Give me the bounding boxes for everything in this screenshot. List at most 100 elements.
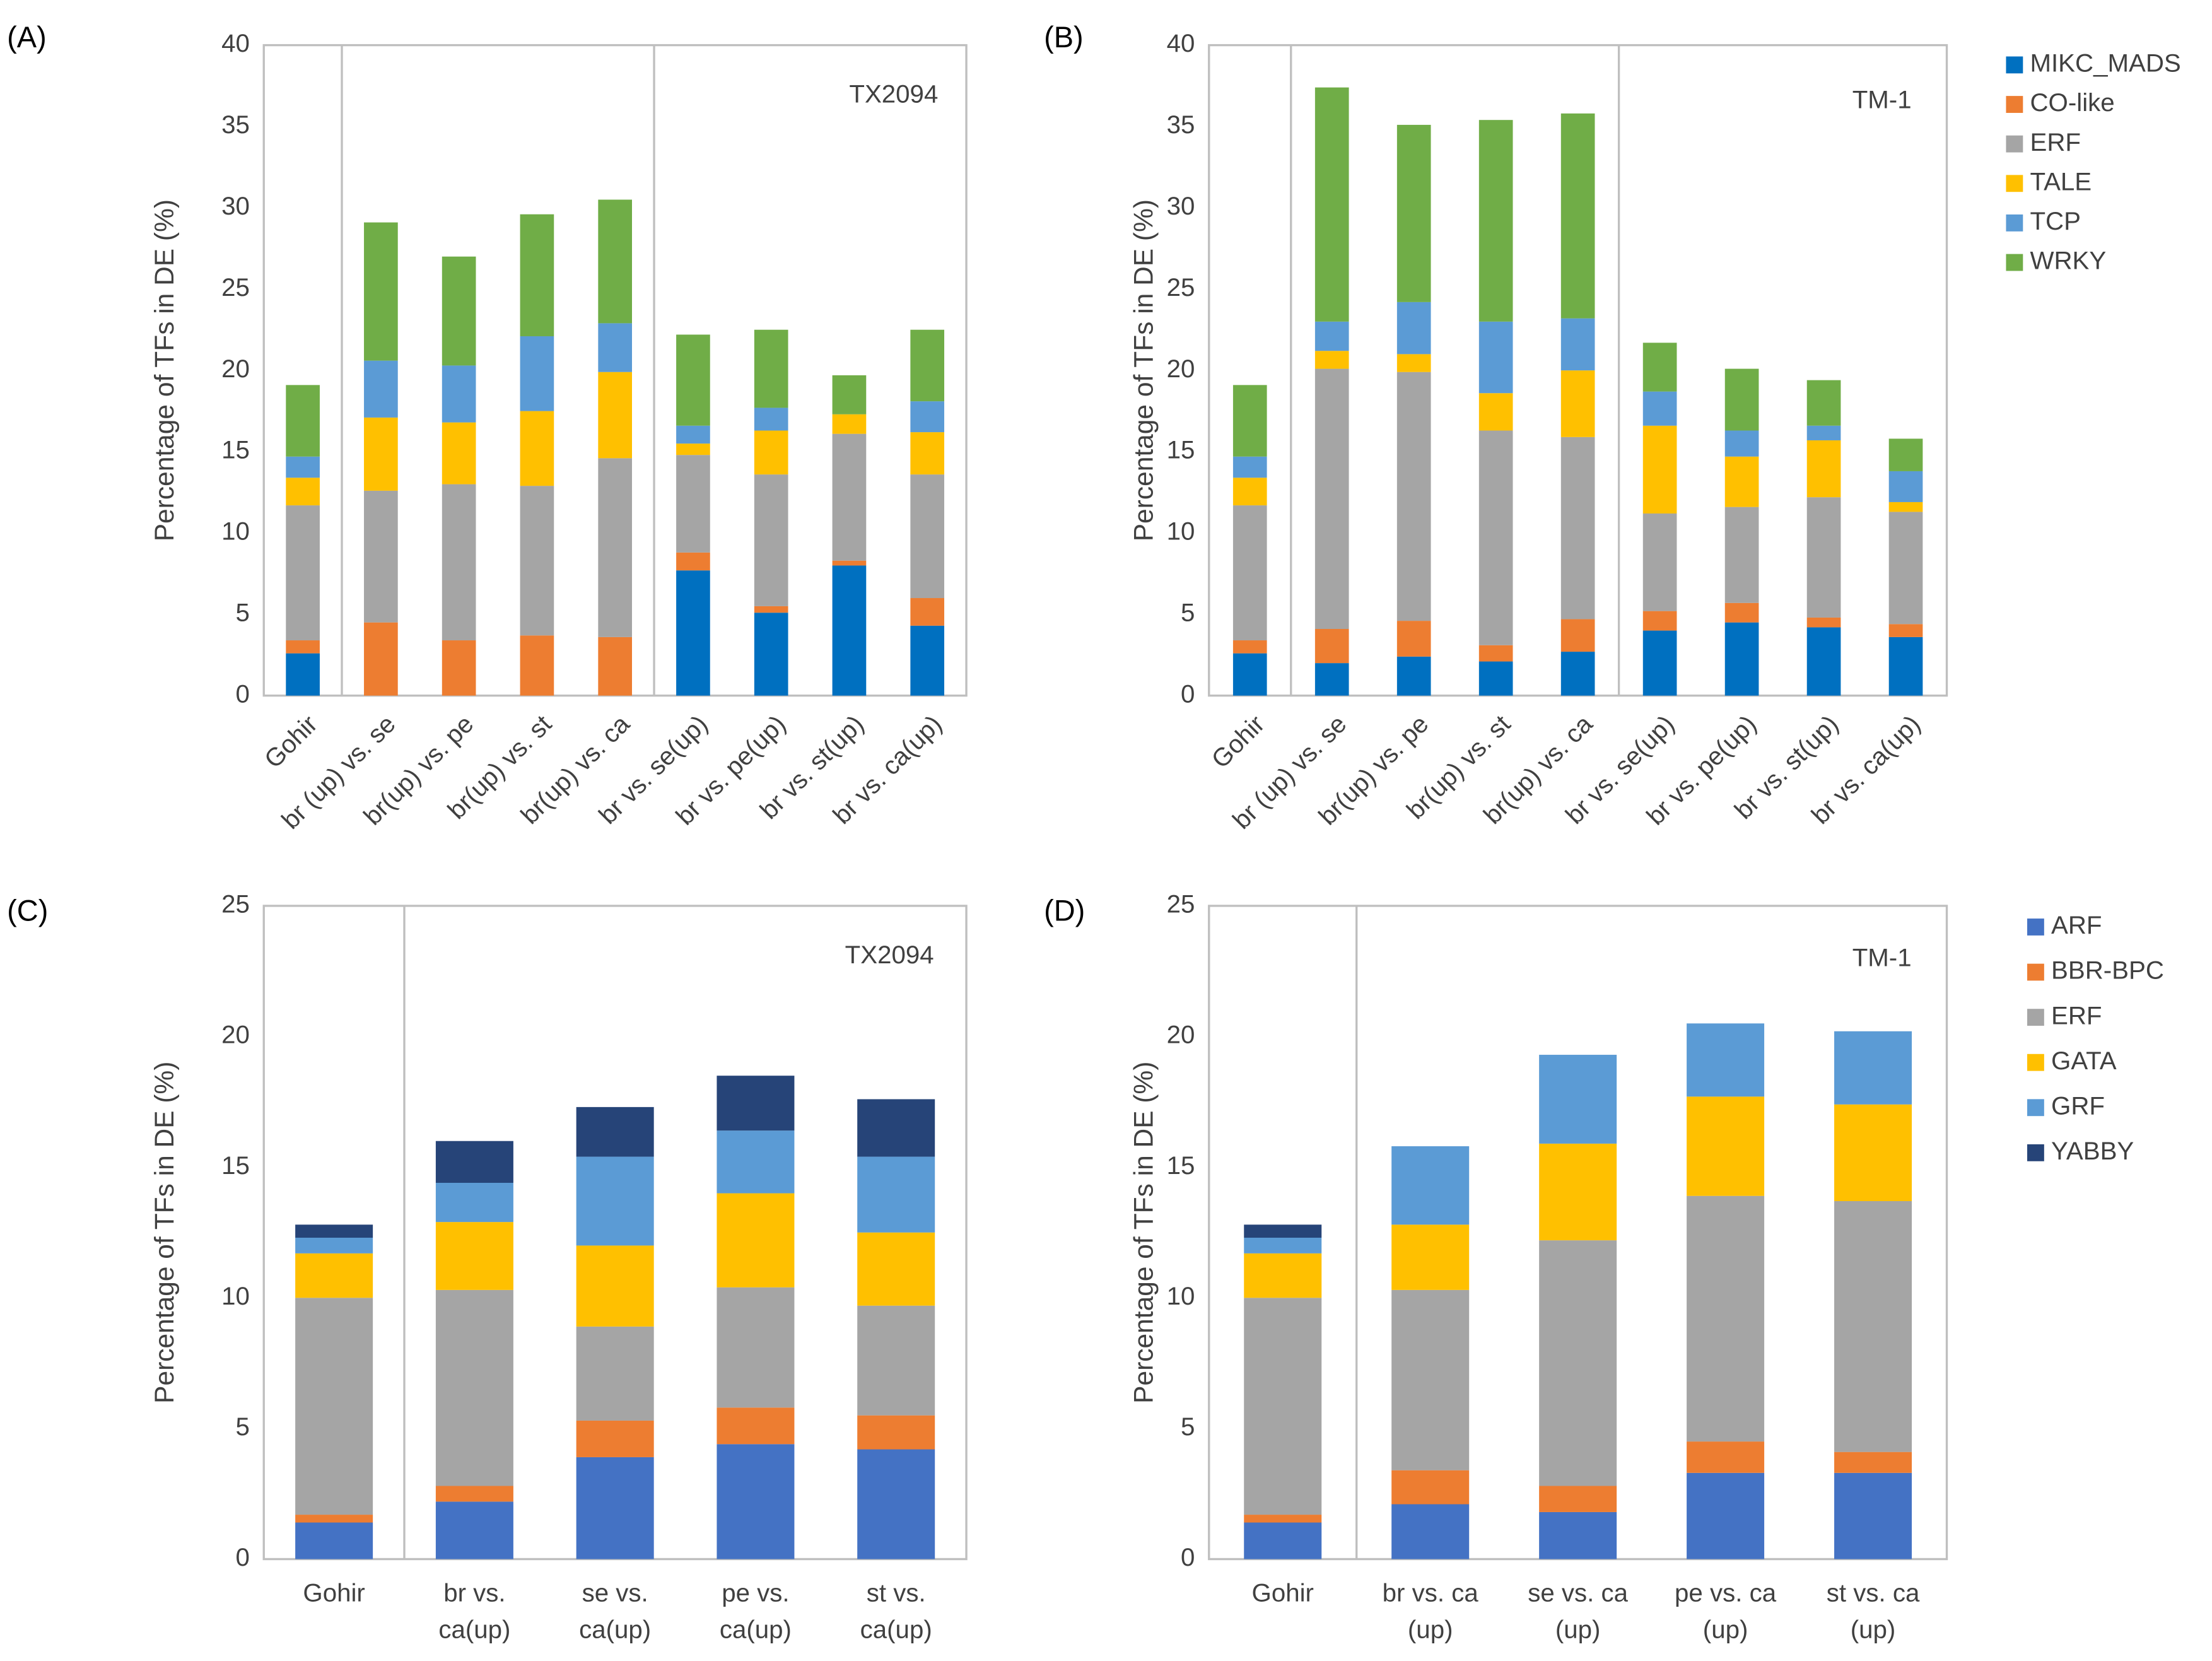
bar-segment [295,1515,373,1523]
bar-segment [754,606,788,613]
bar-segment [676,334,710,426]
y-tick-label: 15 [1167,1151,1195,1180]
bar-segment [1687,1096,1765,1196]
y-tick-label: 10 [1167,1282,1195,1310]
annotation: TM-1 [1852,86,1912,114]
y-tick-label: 20 [1167,1021,1195,1049]
bar-segment [1244,1298,1322,1515]
y-tick-label: 35 [221,110,250,139]
legend-label: TCP [2030,207,2081,235]
bar-segment [857,1156,935,1233]
legend-swatch [2027,1009,2044,1026]
bar-segment [1642,425,1677,514]
bar-segment [442,256,476,366]
bar-segment [1478,393,1513,431]
bar-segment [1888,502,1923,512]
legend-label: CO-like [2030,88,2114,117]
bar-segment [295,1522,373,1559]
bar-segment [576,1457,654,1559]
bar-segment [1391,1146,1470,1225]
annotation: TM-1 [1852,944,1912,972]
bar-segment [832,560,867,566]
bar-segment [1642,630,1677,696]
bar-segment [1560,113,1595,319]
bar-segment [1314,368,1349,629]
bar-segment [857,1099,935,1157]
bar-segment [754,408,788,431]
legend-label: ERF [2051,1001,2102,1030]
bar-segment [1642,513,1677,611]
x-tick-label: pe vs. ca(up) [720,1578,792,1643]
bar-segment [1244,1253,1322,1298]
bar-segment [1396,621,1431,657]
y-tick-label: 30 [1167,192,1195,220]
bar-segment [1478,430,1513,645]
y-tick-label: 25 [221,890,250,919]
bar-segment [1539,1486,1617,1512]
bar-segment [1888,624,1923,637]
bar-segment [1244,1515,1322,1523]
bar-segment [435,1141,513,1183]
y-tick-label: 10 [221,517,250,546]
bar-segment [910,625,945,696]
panel-label: (A) [7,20,47,54]
y-tick-label: 10 [1167,517,1195,546]
bar-segment [442,640,476,696]
bar-segment [1478,120,1513,322]
legend-label: ERF [2030,128,2081,156]
y-axis-title: Percentage of TFs in DE (%) [150,1062,180,1404]
x-tick-label: Gohir [1252,1578,1314,1607]
bar-segment [1478,661,1513,696]
bar-segment [520,411,554,486]
bar-segment [717,1130,795,1194]
bar-segment [1806,380,1841,426]
bar-segment [717,1193,795,1288]
bar-segment [1396,656,1431,696]
x-tick-label: Gohir [259,710,322,773]
bar-segment [598,323,632,372]
bar-segment [1396,372,1431,621]
bar-segment [286,456,320,478]
y-tick-label: 35 [1167,110,1195,139]
bar-segment [520,336,554,411]
bar-segment [286,478,320,506]
y-tick-label: 0 [1181,1543,1195,1571]
bar-segment [1539,1511,1617,1559]
x-tick-label: se vs. ca(up) [579,1578,651,1643]
y-tick-label: 40 [221,29,250,57]
bar-segment [1391,1289,1470,1470]
bar-segment [442,422,476,484]
bar-segment [910,432,945,475]
bar-segment [442,365,476,423]
bar-segment [910,329,945,402]
x-tick-label: st vs. ca (up) [1827,1578,1920,1643]
bar-segment [576,1245,654,1327]
y-axis-title: Percentage of TFs in DE (%) [1129,199,1159,541]
y-tick-label: 15 [221,436,250,464]
bar-segment [1888,471,1923,502]
bar-segment [1560,370,1595,437]
legend-label: YABBY [2051,1137,2134,1165]
bar-segment [1244,1237,1322,1253]
bar-segment [1391,1504,1470,1559]
legend-swatch [2006,175,2023,192]
bar-segment [1396,124,1431,302]
bar-segment [1539,1055,1617,1144]
bar-segment [435,1289,513,1486]
legend-swatch [2006,96,2023,113]
bar-segment [1724,622,1759,696]
legend-label: TALE [2030,167,2092,196]
legend-label: MIKC_MADS [2030,49,2180,78]
bar-segment [717,1287,795,1408]
bar-segment [364,622,398,696]
bar-segment [435,1183,513,1223]
x-tick-label: st vs. ca(up) [860,1578,932,1643]
bar-segment [1560,619,1595,652]
legend-label: GRF [2051,1091,2105,1120]
legend-swatch [2027,963,2044,981]
bar-segment [1232,478,1267,506]
bar-segment [598,637,632,696]
y-axis-title: Percentage of TFs in DE (%) [150,199,180,541]
bar-segment [598,199,632,324]
bar-segment [1232,653,1267,696]
